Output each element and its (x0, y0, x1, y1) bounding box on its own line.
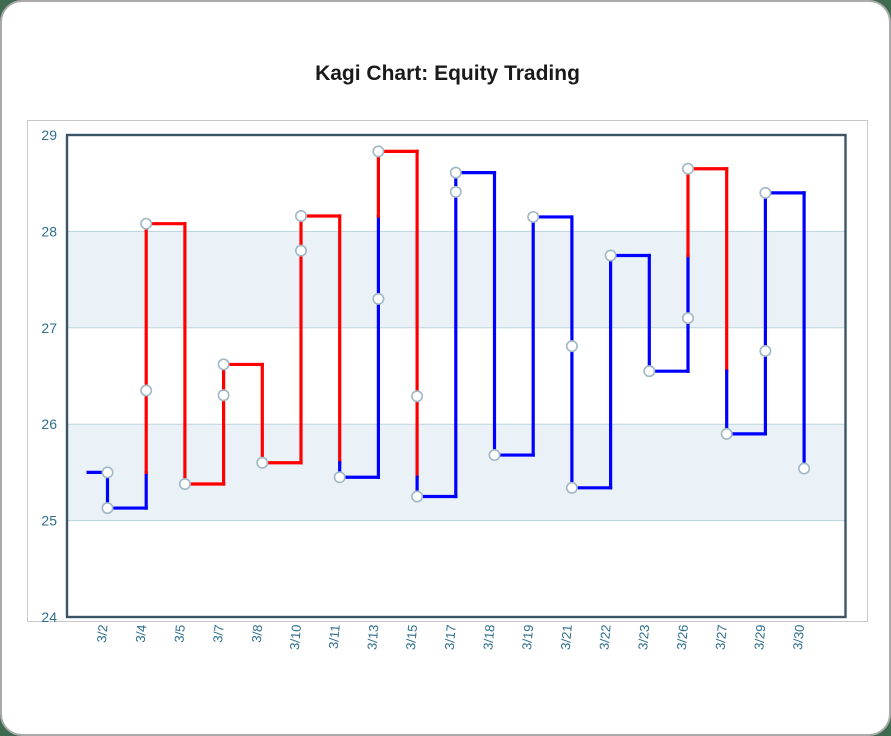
svg-text:3/11: 3/11 (326, 624, 343, 650)
svg-text:3/26: 3/26 (674, 624, 691, 651)
svg-text:24: 24 (41, 609, 57, 625)
svg-text:26: 26 (41, 416, 57, 432)
svg-text:25: 25 (41, 513, 57, 529)
svg-text:28: 28 (41, 223, 57, 239)
svg-text:3/2: 3/2 (94, 624, 111, 643)
svg-text:3/8: 3/8 (249, 624, 266, 643)
svg-text:3/19: 3/19 (519, 624, 536, 651)
svg-text:29: 29 (41, 127, 57, 143)
svg-text:3/18: 3/18 (480, 624, 497, 651)
svg-text:3/15: 3/15 (403, 624, 420, 651)
svg-text:3/13: 3/13 (364, 624, 381, 651)
svg-text:3/29: 3/29 (751, 624, 768, 651)
svg-text:3/4: 3/4 (133, 624, 150, 643)
svg-text:3/5: 3/5 (171, 624, 188, 643)
svg-text:3/10: 3/10 (287, 624, 304, 651)
svg-text:3/7: 3/7 (210, 624, 227, 643)
svg-text:3/21: 3/21 (558, 624, 575, 651)
svg-text:3/22: 3/22 (596, 624, 613, 651)
svg-text:3/23: 3/23 (635, 624, 652, 651)
svg-text:3/27: 3/27 (713, 624, 730, 651)
svg-text:27: 27 (41, 320, 57, 336)
svg-text:3/30: 3/30 (790, 624, 807, 651)
svg-text:3/17: 3/17 (442, 624, 459, 651)
